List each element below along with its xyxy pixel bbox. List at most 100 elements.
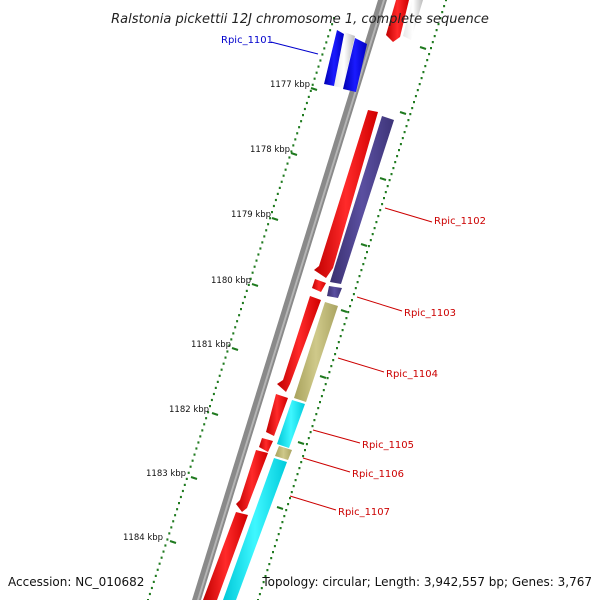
- ruler-dot: [209, 405, 211, 408]
- ruler-dot: [294, 138, 297, 141]
- gene-Rpic_1103[interactable]: [327, 286, 342, 298]
- gene-label-Rpic_1106[interactable]: Rpic_1106: [352, 469, 404, 480]
- gene-Rpic_1102[interactable]: [330, 116, 394, 284]
- ruler-dot: [317, 407, 320, 410]
- kbp-tick-label: 1184 kbp: [123, 533, 163, 543]
- gene-arrow-top-red[interactable]: [386, 0, 409, 42]
- ruler-dot: [443, 5, 446, 8]
- gene-arrow-gray[interactable]: [403, 0, 423, 40]
- ruler-dot: [319, 59, 322, 62]
- gene-Rpic_1107[interactable]: [223, 458, 287, 600]
- ruler-dot: [276, 192, 279, 195]
- ruler-dot: [158, 562, 161, 565]
- ruler-dot: [287, 503, 290, 506]
- ruler-dot: [324, 383, 327, 386]
- ruler-dot: [375, 221, 378, 224]
- topology-text: Topology: circular; Length: 3,942,557 bp…: [261, 575, 592, 589]
- gene-arrow-red[interactable]: [203, 512, 248, 600]
- callout-Rpic_1102: [384, 207, 433, 223]
- ruler-dot: [195, 447, 198, 450]
- ruler-dot: [164, 544, 167, 547]
- ruler-dot: [228, 344, 231, 347]
- gene-label-Rpic_1103[interactable]: Rpic_1103: [404, 308, 456, 319]
- ruler-dot: [311, 83, 314, 86]
- ruler-dot: [241, 301, 244, 305]
- ruler-dot: [437, 23, 440, 26]
- gene-arrow-red[interactable]: [277, 296, 321, 392]
- ruler-dot: [265, 229, 268, 232]
- ruler-dot: [302, 114, 304, 117]
- ruler-dot: [343, 323, 346, 326]
- ruler-dot: [325, 41, 328, 44]
- ruler-dot: [185, 477, 188, 480]
- gene-Rpic_1106[interactable]: [275, 446, 292, 460]
- ruler-dot: [315, 413, 318, 416]
- ruler-dot: [377, 215, 380, 218]
- kbp-ticks: 1177 kbp 1178 kbp 1179 kbp 1180 kbp 1181…: [123, 80, 318, 544]
- ruler-dot: [327, 35, 330, 38]
- ruler-dot: [330, 365, 333, 368]
- ruler-dot: [292, 144, 295, 147]
- kbp-tick-mark: [310, 87, 318, 91]
- callout-Rpic_1106: [302, 457, 351, 473]
- gene-Rpic_1104[interactable]: [294, 302, 338, 402]
- ruler-dot: [294, 479, 297, 482]
- ruler-dot: [283, 515, 286, 518]
- ruler-dot: [272, 551, 274, 554]
- gene-arrow-blue[interactable]: [324, 30, 344, 86]
- ruler-dot: [251, 271, 254, 274]
- ruler-dot: [270, 557, 273, 560]
- kbp-tick-label: 1177 kbp: [270, 80, 310, 90]
- gene-label-Rpic_1107[interactable]: Rpic_1107: [338, 507, 390, 518]
- ruler-dot: [232, 332, 235, 335]
- gene-label-Rpic_1104[interactable]: Rpic_1104: [386, 369, 438, 380]
- gray-genes: [333, 0, 423, 88]
- ruler-dot: [201, 429, 204, 432]
- ruler-dot: [311, 425, 314, 428]
- gene-label-Rpic_1105[interactable]: Rpic_1105: [362, 440, 414, 451]
- gene-arrow-red[interactable]: [266, 394, 288, 436]
- gene-arrow-small-red[interactable]: [312, 279, 326, 292]
- gene-arrow-gray[interactable]: [333, 32, 355, 88]
- ruler-dot: [271, 211, 273, 214]
- ruler-dot: [212, 392, 215, 396]
- ruler-dot: [266, 569, 269, 572]
- gene-arrow-red[interactable]: [314, 110, 378, 278]
- ruler-dot: [292, 485, 295, 488]
- gene-Rpic_1101[interactable]: [324, 30, 367, 92]
- ruler-dot: [320, 395, 323, 398]
- ruler-dot: [302, 455, 305, 458]
- ruler-dot: [263, 235, 266, 238]
- ruler-dot: [179, 495, 182, 499]
- ruler-dot: [220, 368, 223, 371]
- ruler-dot: [345, 317, 348, 320]
- ruler-dot: [322, 389, 325, 392]
- ruler-dot: [401, 137, 404, 140]
- accession-text: Accession: NC_010682: [8, 575, 144, 589]
- ruler-dot: [187, 471, 190, 474]
- ruler-dot: [337, 341, 340, 344]
- gene-Rpic_1105[interactable]: [277, 400, 305, 448]
- ruler-dot: [226, 350, 229, 353]
- ruler-dot: [307, 95, 310, 98]
- gene-arrow-red[interactable]: [236, 450, 268, 512]
- ruler-dot: [309, 89, 312, 92]
- ruler-dot: [199, 435, 202, 438]
- gene-arrow-blue[interactable]: [343, 38, 367, 92]
- ruler-dot: [362, 263, 365, 266]
- ruler-dot: [441, 11, 444, 14]
- ruler-dot: [303, 107, 306, 111]
- ruler-dot: [247, 283, 250, 286]
- gene-labels: Rpic_1101 Rpic_1102 Rpic_1103 Rpic_1104 …: [221, 35, 486, 518]
- gene-label-Rpic_1101[interactable]: Rpic_1101: [221, 35, 273, 46]
- kbp-tick-mark: [169, 540, 177, 544]
- gene-arrow-small-red[interactable]: [259, 438, 273, 452]
- gene-label-Rpic_1102[interactable]: Rpic_1102: [434, 216, 486, 227]
- ruler-dot: [288, 156, 291, 159]
- ruler-dot: [191, 459, 194, 462]
- ruler-dot: [398, 149, 400, 152]
- ruler-dot: [309, 431, 312, 434]
- ruler-dot: [148, 592, 151, 596]
